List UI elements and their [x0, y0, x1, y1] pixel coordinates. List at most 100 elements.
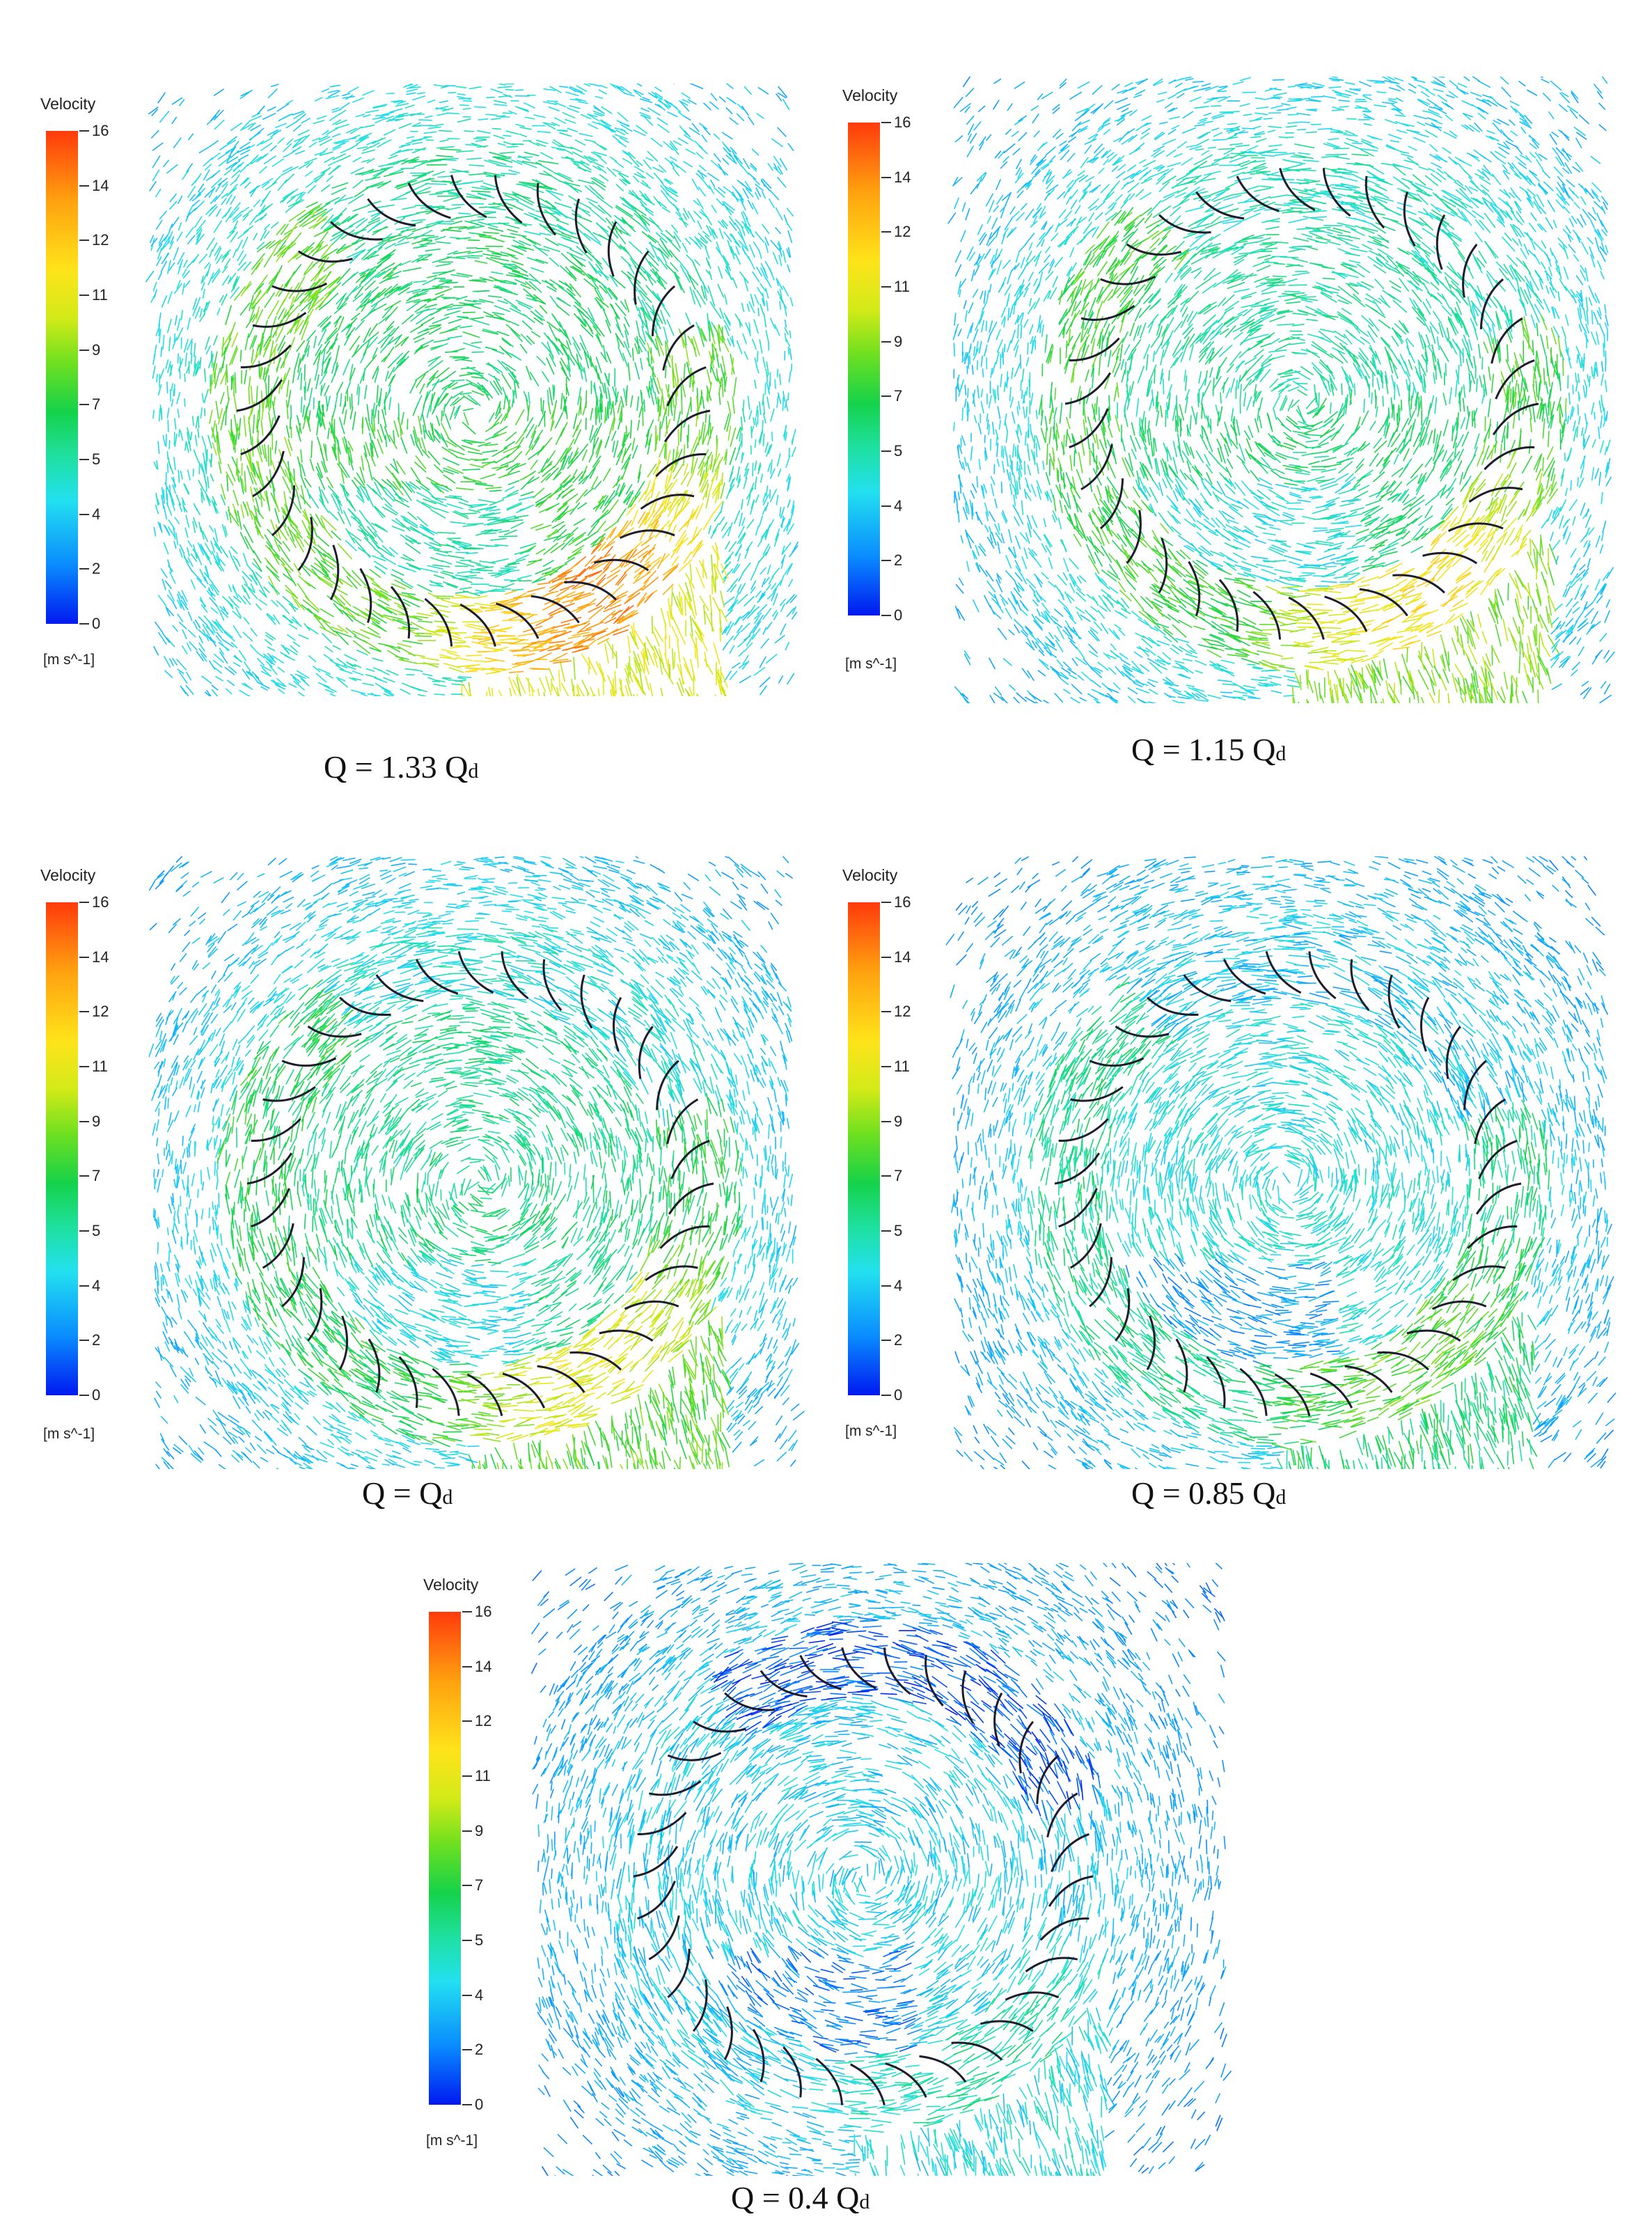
legend-tick-mark: [881, 176, 891, 178]
impeller-blade: [390, 586, 411, 639]
velocity-vector-group: [1231, 150, 1440, 532]
velocity-vector-group: [160, 84, 793, 682]
velocity-vector-group: [962, 77, 1605, 701]
velocity-vector-group: [164, 135, 754, 686]
velocity-vector-group: [216, 313, 716, 473]
velocity-vector-group: [986, 856, 1605, 1469]
velocity-vector-group: [217, 936, 587, 1376]
velocity-vector-group: [275, 1183, 724, 1420]
velocity-vector-group: [1018, 111, 1564, 693]
velocity-vector-group: [477, 180, 606, 402]
velocity-vector-group: [1014, 78, 1548, 628]
velocity-vector-group: [269, 244, 709, 661]
velocity-vector-group: [227, 326, 706, 554]
legend-tick-label: 2: [92, 1331, 101, 1349]
velocity-vector-group: [168, 107, 769, 645]
velocity-vector-group: [1026, 125, 1449, 670]
impeller-blade: [624, 1300, 679, 1310]
velocity-vector-group: [163, 92, 787, 695]
legend-tick-mark: [881, 615, 891, 616]
velocity-vector-group: [1197, 587, 1214, 597]
velocity-vector-group: [549, 572, 654, 604]
velocity-vector-group: [300, 347, 465, 489]
velocity-vector-group: [205, 163, 689, 680]
velocity-vector-group: [1012, 975, 1456, 1460]
velocity-vector-group: [1306, 530, 1467, 661]
velocity-vector-group: [1024, 2004, 1040, 2025]
velocity-vector-group: [560, 393, 563, 410]
velocity-vector-group: [1273, 1426, 1288, 1429]
velocity-vector-group: [1324, 590, 1468, 664]
velocity-vector-group: [689, 1308, 706, 1350]
legend-tick-mark: [881, 560, 891, 562]
velocity-vector-group: [645, 512, 696, 568]
velocity-vector-group: [1073, 274, 1555, 532]
velocity-vector-group: [214, 90, 787, 674]
velocity-vector-group: [150, 130, 159, 139]
velocity-vector-group: [459, 340, 560, 583]
velocity-vector-group: [506, 1383, 718, 1468]
velocity-vector-group: [1256, 1370, 1474, 1464]
velocity-vector-group: [649, 515, 679, 579]
impeller-blade: [580, 974, 593, 1029]
velocity-vector-group: [605, 1611, 1147, 1965]
velocity-vector-group: [188, 964, 765, 1458]
velocity-vector-group: [363, 248, 567, 563]
velocity-vector-group: [234, 1007, 682, 1399]
velocity-vector-group: [243, 282, 432, 634]
velocity-vector-group: [956, 912, 1602, 1469]
velocity-vector-group: [430, 1230, 670, 1469]
velocity-vector-group: [1117, 304, 1525, 624]
velocity-vector-group: [218, 392, 510, 551]
velocity-vector-group: [953, 860, 1609, 1469]
impeller-blade: [799, 1654, 842, 1690]
velocity-vector-group: [196, 108, 771, 689]
impeller-blade: [1126, 510, 1142, 565]
velocity-vector-group: [960, 873, 1590, 1469]
velocity-vector-group: [606, 503, 664, 540]
velocity-vector-group: [973, 864, 1596, 1457]
velocity-vector-group: [546, 592, 591, 641]
velocity-vector-group: [310, 948, 702, 1296]
velocity-vector-group: [471, 1037, 534, 1186]
velocity-plot-1: Velocity 16 14 12 11 9 7 5 4 2 0 [m s^-1]: [28, 84, 821, 696]
velocity-vector-group: [359, 260, 660, 485]
velocity-vector-group: [379, 1039, 414, 1152]
velocity-vector-group: [1039, 1039, 1510, 1433]
velocity-vector-group: [1065, 255, 1512, 627]
velocity-vector-group: [832, 1998, 1062, 2176]
velocity-vector-group: [198, 857, 748, 920]
velocity-vector-group: [324, 284, 339, 297]
velocity-vector-group: [319, 1161, 742, 1459]
legend-tick-label: 16: [894, 893, 911, 911]
velocity-vector-group: [1117, 163, 1459, 503]
impeller-blade: [501, 951, 529, 1000]
velocity-vector-group: [313, 253, 727, 513]
velocity-vector-group: [1481, 631, 1498, 700]
velocity-vector-group: [418, 962, 635, 1215]
velocity-vector-group: [969, 863, 1609, 1468]
velocity-vector-group: [478, 526, 625, 670]
velocity-vector-group: [184, 133, 764, 599]
velocity-vector-group: [348, 177, 696, 471]
velocity-vector-group: [1163, 161, 1453, 561]
velocity-vector-group: [954, 606, 1042, 703]
velocity-vector-group: [952, 177, 1087, 703]
impeller-blade: [252, 311, 307, 328]
velocity-vector-group: [1331, 570, 1499, 657]
velocity-vector-group: [182, 142, 564, 277]
velocity-vector-group: [184, 901, 780, 1466]
velocity-vector-group: [282, 146, 712, 606]
velocity-vector-group: [310, 945, 713, 1317]
velocity-vector-group: [1062, 1078, 1486, 1450]
velocity-vector-group: [269, 353, 735, 660]
velocity-vector-group: [661, 1451, 666, 1469]
velocity-vector-group: [473, 563, 729, 670]
velocity-vector-group: [253, 1046, 698, 1459]
velocity-vector-group: [1073, 300, 1470, 628]
impeller-blade: [424, 597, 453, 647]
velocity-vector-group: [186, 90, 792, 679]
velocity-vector-group: [1304, 1110, 1529, 1365]
velocity-vector-group: [557, 549, 634, 648]
velocity-vector-group: [325, 168, 627, 550]
